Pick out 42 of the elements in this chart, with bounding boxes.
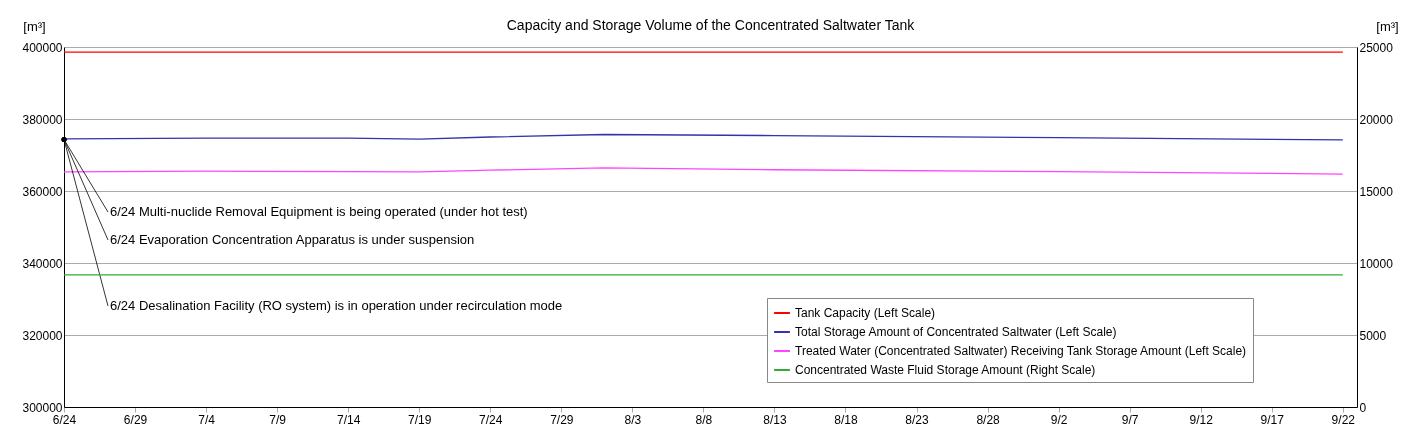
y2-axis-title: [m³] [1376, 18, 1399, 34]
line-series [63, 167, 1344, 175]
x-tick-label: 7/14 [337, 412, 361, 427]
x-tick-label: 9/22 [1331, 412, 1356, 427]
x-tick-label: 6/29 [123, 412, 148, 427]
y-tick-label: 300000 [22, 400, 63, 415]
y2-tick-label: 20000 [1359, 112, 1394, 127]
y-tick-label: 400000 [22, 40, 63, 55]
x-tick-label: 7/4 [198, 412, 216, 427]
x-tick-label: 8/8 [695, 412, 713, 427]
annotation: 6/24 Evaporation Concentration Apparatus is under suspension [110, 232, 475, 247]
x-tick-label: 8/23 [905, 412, 930, 427]
y-tick-label: 320000 [22, 328, 63, 343]
x-tick-label: 6/24 [52, 412, 77, 427]
y2-tick-label: 10000 [1359, 256, 1394, 271]
chart-title: Capacity and Storage Volume of the Concentrated Saltwater Tank [506, 17, 916, 33]
x-tick-label: 7/29 [550, 412, 574, 427]
x-tick-label: 9/12 [1189, 412, 1214, 427]
x-tick-label: 7/9 [269, 412, 287, 427]
legend-label: Concentrated Waste Fluid Storage Amount (Right Scale) [795, 363, 1096, 377]
y2-tick-label: 15000 [1359, 184, 1394, 199]
x-tick-label: 8/3 [624, 412, 642, 427]
y2-tick-label: 0 [1359, 400, 1367, 415]
x-tick-label: 7/19 [408, 412, 432, 427]
annotation: 6/24 Multi-nuclide Removal Equipment is being operated (under hot test) [110, 204, 528, 219]
y-tick-label: 340000 [22, 256, 63, 271]
y-axis-title: [m³] [23, 18, 46, 34]
legend-label: Tank Capacity (Left Scale) [795, 306, 936, 320]
x-tick-label: 9/2 [1050, 412, 1068, 427]
legend-label: Total Storage Amount of Concentrated Saltwater (Left Scale) [795, 325, 1117, 339]
x-tick-label: 8/28 [976, 412, 1001, 427]
y2-tick-label: 25000 [1359, 40, 1394, 55]
x-tick-label: 9/7 [1121, 412, 1139, 427]
legend-label: Treated Water (Concentrated Saltwater) Receiving Tank Storage Amount (Left Scale) [795, 344, 1247, 358]
x-tick-label: 8/18 [834, 412, 858, 427]
annotation: 6/24 Desalination Facility (RO system) is in operation under recirculation mode [110, 298, 563, 313]
x-tick-label: 8/13 [763, 412, 787, 427]
y-tick-label: 380000 [22, 112, 63, 127]
y2-tick-label: 5000 [1359, 328, 1387, 343]
x-tick-label: 9/17 [1260, 412, 1285, 427]
x-tick-label: 7/24 [479, 412, 503, 427]
y-tick-label: 360000 [22, 184, 63, 199]
